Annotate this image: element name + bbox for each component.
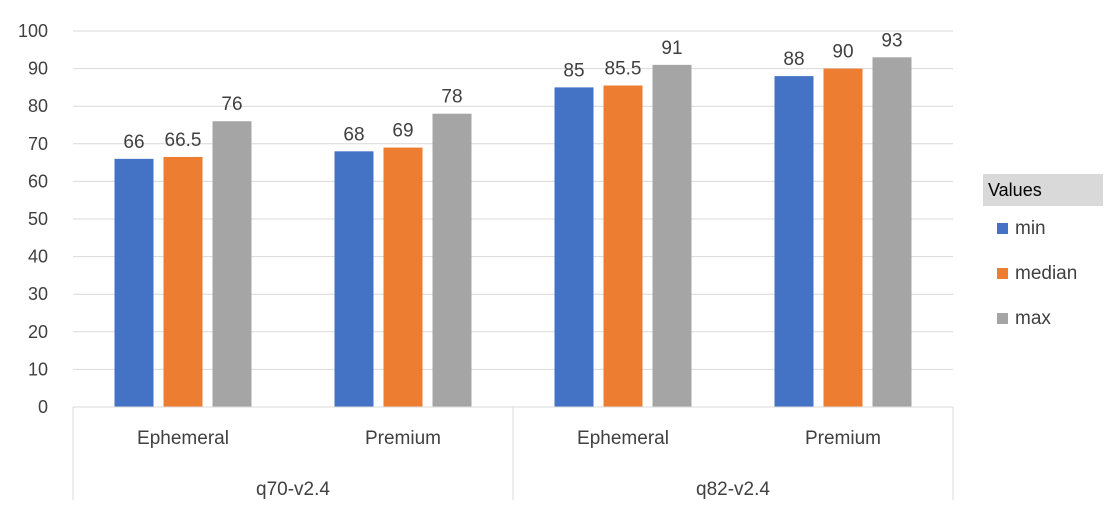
y-tick-label: 10 [28, 359, 48, 379]
y-tick-label: 0 [38, 397, 48, 417]
y-tick-label: 30 [28, 284, 48, 304]
x-group-label: q82-v2.4 [696, 479, 770, 500]
legend-item-median: median [983, 251, 1103, 296]
y-tick-label: 70 [28, 134, 48, 154]
legend-label-max: max [1015, 307, 1051, 329]
x-group-label: q70-v2.4 [256, 479, 330, 500]
bar-min [114, 158, 154, 407]
data-label-median: 90 [832, 42, 853, 63]
data-label-min: 85 [563, 60, 584, 81]
bar-max [212, 121, 252, 408]
gridlines [73, 30, 953, 370]
legend-title: Values [983, 174, 1103, 206]
legend: Values min median max [983, 174, 1103, 341]
bar-max [652, 64, 692, 407]
data-label-min: 88 [783, 49, 804, 70]
legend-item-max: max [983, 296, 1103, 341]
data-label-min: 68 [343, 124, 364, 145]
x-category-label: Premium [805, 428, 881, 449]
y-tick-label: 50 [28, 209, 48, 229]
bar-max [432, 113, 472, 407]
bar-min [774, 76, 814, 408]
y-tick-label: 90 [28, 59, 48, 79]
data-label-median: 66.5 [165, 130, 202, 151]
x-category-label: Ephemeral [137, 428, 229, 449]
data-labels: 66 68 85 88 66.5 69 85.5 90 76 78 91 93 [123, 30, 902, 153]
legend-label-min: min [1015, 217, 1046, 239]
y-tick-label: 60 [28, 171, 48, 191]
legend-swatch-min [997, 223, 1008, 234]
bars [114, 57, 912, 408]
y-axis-ticks: 0 10 20 30 40 50 60 70 80 90 100 [18, 21, 48, 417]
data-label-median: 85.5 [605, 59, 642, 80]
data-label-max: 78 [441, 87, 462, 108]
x-category-label: Premium [365, 428, 441, 449]
data-label-max: 93 [881, 30, 902, 51]
bar-median [603, 85, 643, 408]
bar-median [823, 68, 863, 407]
data-label-max: 91 [661, 38, 682, 59]
bar-min [334, 151, 374, 407]
data-label-median: 69 [392, 121, 413, 142]
y-tick-label: 40 [28, 247, 48, 267]
data-label-max: 76 [221, 94, 242, 115]
legend-label-median: median [1015, 262, 1078, 284]
bar-median [383, 147, 423, 407]
legend-swatch-median [997, 268, 1008, 279]
y-tick-label: 20 [28, 322, 48, 342]
y-tick-label: 80 [28, 96, 48, 116]
legend-swatch-max [997, 313, 1008, 324]
bar-max [872, 57, 912, 407]
bar-median [163, 156, 203, 407]
x-axis: Ephemeral Premium Ephemeral Premium q70-v2.4… [72, 406, 954, 500]
data-label-min: 66 [123, 132, 144, 153]
y-tick-label: 100 [18, 21, 48, 41]
bar-min [554, 87, 594, 408]
x-category-label: Ephemeral [577, 428, 669, 449]
legend-item-min: min [983, 206, 1103, 251]
